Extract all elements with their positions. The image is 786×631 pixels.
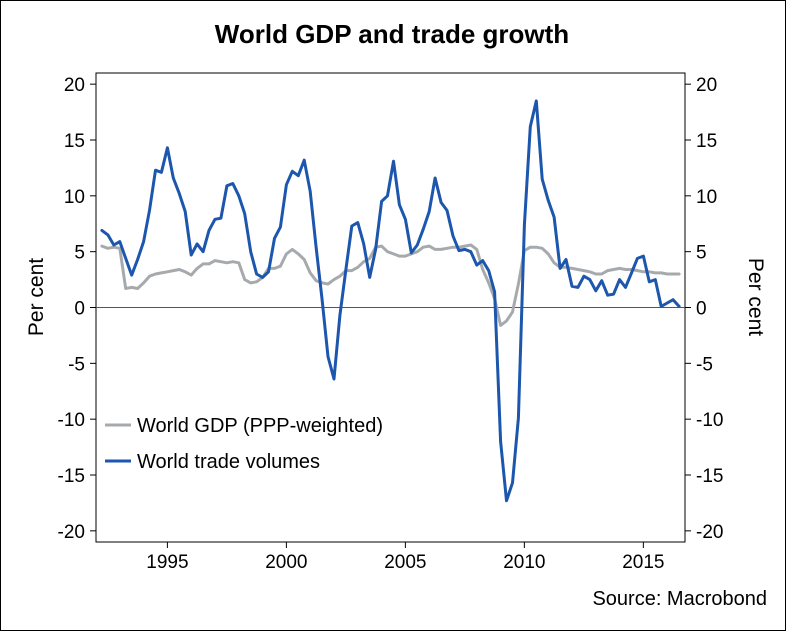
y-tick-label-right: -15: [696, 466, 723, 487]
y-tick-label-left: 0: [74, 299, 85, 320]
legend-label-world-trade: World trade volumes: [137, 451, 320, 473]
x-tick-label: 2010: [503, 552, 545, 573]
source-note: Source: Macrobond: [592, 588, 767, 610]
legend: World GDP (PPP-weighted) World trade vol…: [105, 415, 383, 473]
y-tick-label-right: 10: [696, 187, 717, 208]
y-tick-label-left: 10: [64, 187, 85, 208]
y-tick-label-right: 5: [696, 243, 707, 264]
x-tick-label: 2005: [384, 552, 426, 573]
y-tick-label-left: 5: [74, 243, 85, 264]
x-tick-label: 1995: [146, 552, 188, 573]
legend-label-world-gdp: World GDP (PPP-weighted): [137, 415, 383, 437]
y-tick-label-right: -20: [696, 522, 723, 543]
x-tick-label: 2015: [622, 552, 664, 573]
y-tick-label-left: -5: [68, 354, 85, 375]
axis-ticks: -20 -20 -15 -15 -10 -10 -5 -5 0 0 5 5 10 10 15 15 20 20 19…: [58, 75, 724, 573]
series-layer: [100, 99, 681, 503]
y-tick-label-right: 15: [696, 131, 717, 152]
y-tick-label-left: -10: [58, 410, 85, 431]
y-axis-label-left: Per cent: [25, 258, 48, 336]
y-tick-label-left: 15: [64, 131, 85, 152]
x-tick-label: 2000: [265, 552, 307, 573]
y-tick-label-right: -10: [696, 410, 723, 431]
y-axis-label-right: Per cent: [744, 258, 767, 336]
chart-title: World GDP and trade growth: [215, 19, 569, 49]
y-tick-label-right: 0: [696, 299, 707, 320]
y-tick-label-left: -20: [58, 522, 85, 543]
y-tick-label-right: -5: [696, 354, 713, 375]
y-tick-label-left: 20: [64, 75, 85, 96]
series-line-world-trade: [100, 99, 681, 503]
y-tick-label-right: 20: [696, 75, 717, 96]
y-tick-label-left: -15: [58, 466, 85, 487]
series-line-world-gdp: [100, 243, 681, 327]
